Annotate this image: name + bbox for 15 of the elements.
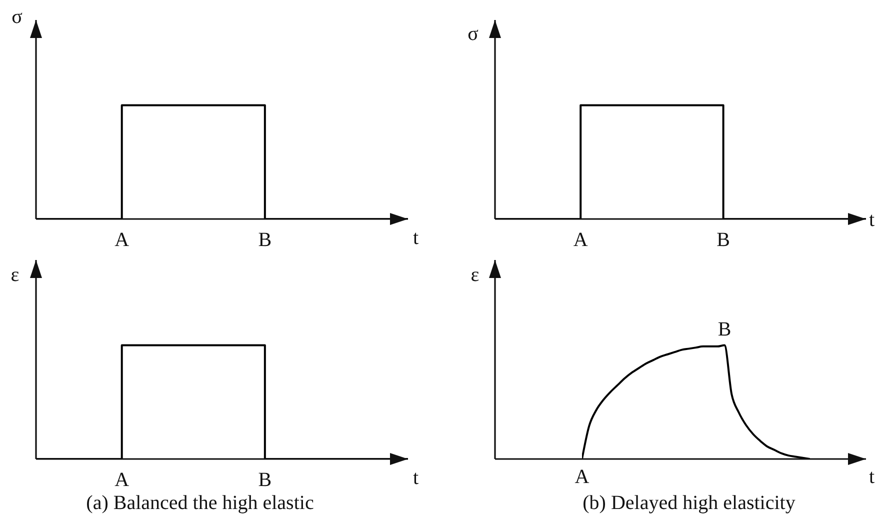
x-tick-label: A	[573, 229, 588, 252]
x-axis-title: t	[413, 227, 419, 249]
y-axis-title: σ	[468, 23, 479, 45]
x-axis-title: t	[869, 209, 875, 231]
text: (a) Balanced the high elastic	[86, 492, 314, 514]
y-axis-title: σ	[12, 6, 23, 28]
x-axis-title: t	[869, 466, 875, 488]
x-tick-label: B	[716, 229, 730, 252]
y-axis-title: ε	[10, 264, 20, 286]
text: B	[718, 318, 732, 340]
text: (b) Delayed high elasticity	[582, 492, 796, 514]
x-tick-label: B	[258, 229, 272, 252]
x-tick-label: A	[114, 229, 130, 252]
y-axis-title: ε	[470, 264, 480, 286]
x-axis-title: t	[413, 467, 419, 489]
